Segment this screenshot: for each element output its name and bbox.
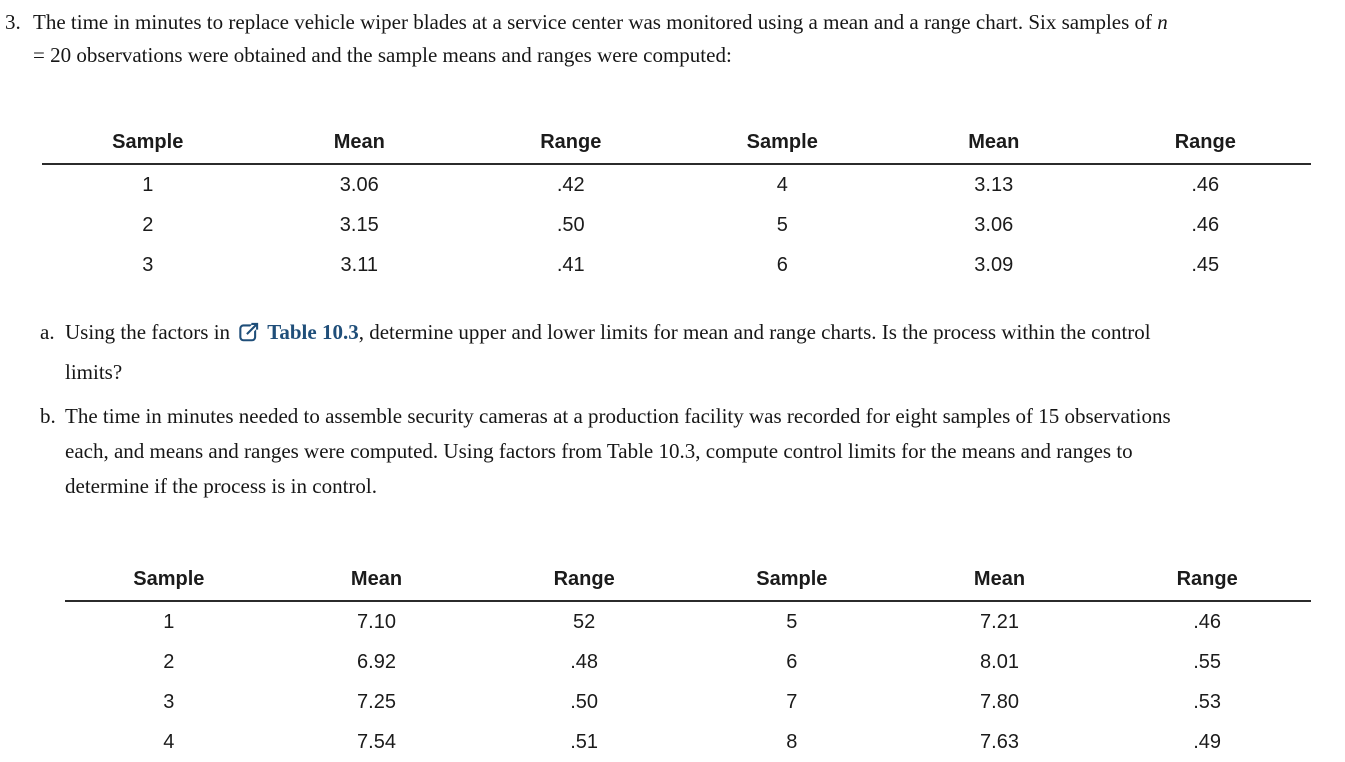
table-cell: 3 — [163, 690, 175, 713]
table-row: 1 3.06 .42 4 3.13 .46 — [42, 165, 1311, 205]
table-header-cell: Range — [553, 568, 615, 590]
table-header-rule — [65, 600, 1311, 602]
item-b-line2: each, and means and ranges were computed… — [65, 439, 1133, 463]
table-cell: 8.01 — [980, 650, 1019, 673]
table-cell: .50 — [570, 690, 599, 713]
table-cell: 3.15 — [339, 213, 379, 236]
table-header-cell: Sample — [756, 568, 828, 590]
table-cell: 3.13 — [974, 173, 1014, 196]
table-cell: 7.80 — [980, 690, 1019, 713]
table-cell: 2 — [142, 213, 154, 236]
item-a-after-link: , determine upper and lower limits for m… — [358, 320, 1151, 344]
table-cell: 8 — [786, 730, 798, 753]
intro-line2: = 20 observations were obtained and the … — [33, 43, 732, 67]
item-a: a. Using the factors in Table 10.3, dete… — [40, 315, 1337, 390]
table-cell: 6.92 — [357, 650, 396, 673]
item-b-text: The time in minutes needed to assemble s… — [65, 399, 1171, 504]
table-row: 2 3.15 .50 5 3.06 .46 — [42, 205, 1311, 245]
table-header-cell: Sample — [133, 568, 205, 590]
table-cell: .48 — [570, 650, 599, 673]
table-cell: 3.09 — [974, 253, 1014, 276]
table-header-cell: Range — [1174, 131, 1236, 153]
problem-intro-text: The time in minutes to replace vehicle w… — [33, 6, 1168, 72]
table-10-3-link[interactable]: Table 10.3 — [267, 320, 359, 344]
item-b-label: b. — [40, 404, 56, 428]
problem-number: 3. — [5, 10, 21, 34]
intro-line1: The time in minutes to replace vehicle w… — [33, 10, 1158, 34]
problem-3-intro: 3. The time in minutes to replace vehicl… — [5, 6, 1337, 72]
table-cell: 7.10 — [357, 610, 396, 633]
table-cell: 3 — [142, 253, 154, 276]
table-cell: .51 — [570, 730, 599, 753]
table-cell: 6 — [776, 253, 788, 276]
item-b-line1: The time in minutes needed to assemble s… — [65, 404, 1171, 428]
table-cell: 1 — [163, 610, 175, 633]
item-a-label: a. — [40, 320, 55, 344]
intro-italic-n: n — [1157, 10, 1168, 34]
table-cell: 1 — [142, 173, 154, 196]
table-header-cell: Mean — [973, 568, 1026, 590]
table-cell: 7 — [786, 690, 798, 713]
table-cell: .46 — [1191, 173, 1220, 196]
table-cell: 3.11 — [340, 253, 378, 276]
table-header-cell: Range — [540, 131, 602, 153]
item-a-before-link: Using the factors in — [65, 320, 236, 344]
table-cell: .45 — [1191, 253, 1220, 276]
table-cell: .46 — [1193, 610, 1222, 633]
table-cell: .50 — [556, 213, 585, 236]
table-cell: .55 — [1193, 650, 1222, 673]
table-header-rule — [42, 163, 1311, 165]
table-row: 4 7.54 .51 8 7.63 .49 — [65, 722, 1311, 762]
table-header-cell: Mean — [968, 131, 1020, 153]
table-cell: 7.21 — [980, 610, 1019, 633]
table-header-row: Sample Mean Range Sample Mean Range — [65, 568, 1311, 600]
item-a-line2: limits? — [65, 360, 123, 384]
table-cell: 3.06 — [339, 173, 379, 196]
table-cell: 3.06 — [974, 213, 1014, 236]
table-row: 2 6.92 .48 6 8.01 .55 — [65, 642, 1311, 682]
table-cell: 4 — [163, 730, 175, 753]
table-row: 1 7.10 52 5 7.21 .46 — [65, 602, 1311, 642]
table-cell: 7.25 — [357, 690, 396, 713]
table-cell: .42 — [556, 173, 585, 196]
data-table-security-cameras: Sample Mean Range Sample Mean Range 1 7.10 52 5 7.… — [65, 568, 1311, 762]
table-cell: .46 — [1191, 213, 1220, 236]
table-header-cell: Sample — [746, 131, 818, 153]
table-header-row: Sample Mean Range Sample Mean Range — [42, 131, 1311, 163]
external-link-icon[interactable] — [237, 319, 262, 355]
table-cell: 7.63 — [980, 730, 1019, 753]
table-header-cell: Range — [1176, 568, 1238, 590]
table-header-cell: Mean — [333, 131, 385, 153]
table-cell: 52 — [573, 610, 596, 633]
table-cell: .53 — [1193, 690, 1222, 713]
table-cell: 7.54 — [357, 730, 396, 753]
table-header-cell: Mean — [350, 568, 403, 590]
table-row: 3 7.25 .50 7 7.80 .53 — [65, 682, 1311, 722]
item-b-line3: determine if the process is in control. — [65, 474, 377, 498]
table-row: 3 3.11 .41 6 3.09 .45 — [42, 245, 1311, 285]
item-b: b. The time in minutes needed to assembl… — [40, 399, 1337, 504]
table-cell: .41 — [556, 253, 585, 276]
table-cell: 6 — [786, 650, 798, 673]
item-a-text: Using the factors in Table 10.3, determi… — [65, 315, 1151, 390]
table-header-cell: Sample — [112, 131, 184, 153]
table-cell: 2 — [163, 650, 175, 673]
table-cell: 5 — [786, 610, 798, 633]
data-table-wiper-blades: Sample Mean Range Sample Mean Range 1 3.06 .42 4 3… — [42, 131, 1311, 285]
table-cell: 5 — [776, 213, 788, 236]
table-cell: 4 — [776, 173, 788, 196]
table-cell: .49 — [1193, 730, 1222, 753]
